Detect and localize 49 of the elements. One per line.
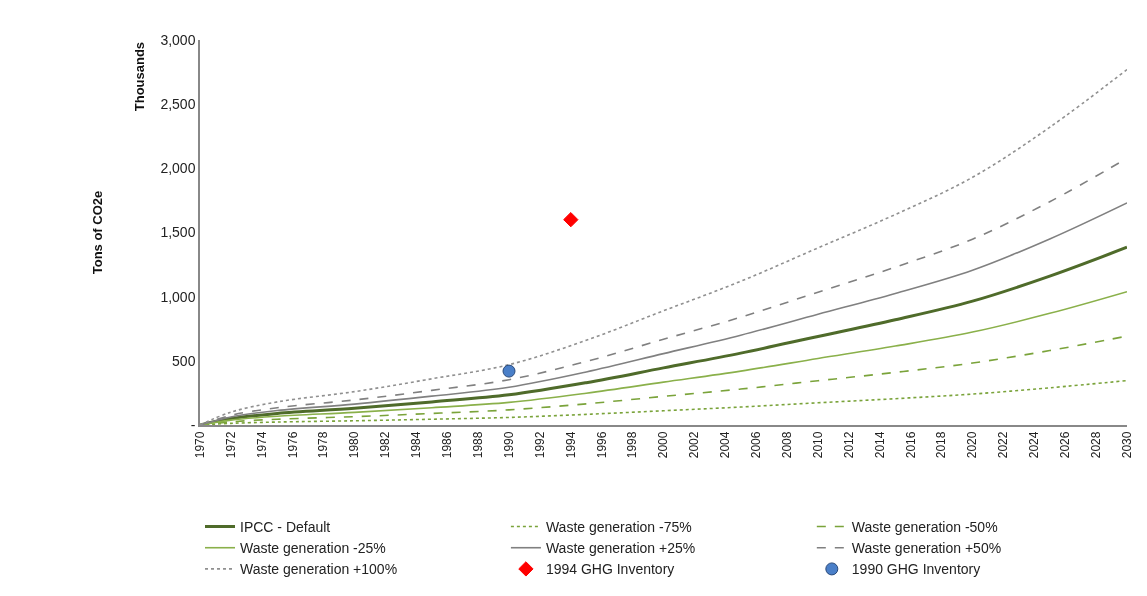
y-tick-label: 1,500: [160, 224, 196, 241]
y-tick-label: -: [190, 416, 196, 433]
x-tick-label: 1992: [532, 431, 547, 459]
x-tick-label: 2026: [1058, 431, 1073, 459]
x-tick-label: 1996: [594, 431, 609, 459]
y-tick-label: 1,000: [160, 288, 196, 305]
x-tick-label: 2022: [996, 431, 1011, 459]
x-tick-label: 2006: [749, 431, 764, 459]
legend-label: Waste generation +25%: [545, 540, 696, 557]
x-tick-label: 2020: [965, 431, 980, 459]
text: Thousands: [132, 41, 148, 112]
legend-label: Waste generation -75%: [545, 518, 692, 535]
x-tick-label: 1976: [285, 431, 300, 459]
x-tick-label: 2018: [934, 431, 949, 459]
x-tick-label: 2014: [872, 431, 887, 459]
y-tick-label: 3,000: [160, 31, 196, 48]
x-tick-label: 2008: [780, 431, 794, 459]
x-tick-label: 1998: [625, 431, 640, 459]
x-tick-label: 2000: [656, 431, 671, 459]
legend-label: 1990 GHG Inventory: [851, 561, 981, 578]
x-tick-label: 1986: [440, 431, 455, 459]
x-tick-label: 1984: [409, 431, 424, 459]
x-tick-label: 1972: [223, 431, 238, 459]
x-tick-label: 1982: [378, 431, 393, 459]
y-tick-label: 2,500: [160, 96, 196, 113]
legend-label: Waste generation +100%: [240, 561, 398, 578]
y-axis-title: Tons of CO2e: [89, 190, 105, 275]
x-tick-label: 2004: [718, 431, 733, 459]
x-tick-label: 1970: [192, 431, 207, 459]
legend-label: 1994 GHG Inventory: [545, 561, 675, 578]
x-tick-label: 1978: [316, 431, 331, 459]
x-tick-label: 2028: [1089, 431, 1103, 459]
x-tick-label: 2010: [810, 431, 825, 459]
x-tick-label: 2002: [687, 431, 702, 459]
legend-label: Waste generation -25%: [240, 540, 386, 557]
legend-label: IPCC - Default: [240, 518, 331, 535]
y-tick-label: 500: [172, 352, 196, 369]
x-tick-label: 1988: [471, 431, 485, 459]
x-tick-label: 2030: [1119, 431, 1134, 459]
x-tick-label: 1980: [347, 431, 362, 459]
x-tick-label: 1994: [563, 431, 578, 459]
x-tick-label: 2016: [903, 431, 918, 459]
x-tick-label: 1974: [254, 431, 269, 459]
legend-label: Waste generation +50%: [851, 540, 1002, 557]
x-tick-label: 2012: [841, 431, 856, 459]
legend-label: Waste generation -50%: [851, 518, 998, 535]
y-tick-label: 2,000: [160, 160, 196, 177]
x-tick-label: 2024: [1027, 431, 1042, 459]
x-tick-label: 1990: [501, 431, 516, 459]
